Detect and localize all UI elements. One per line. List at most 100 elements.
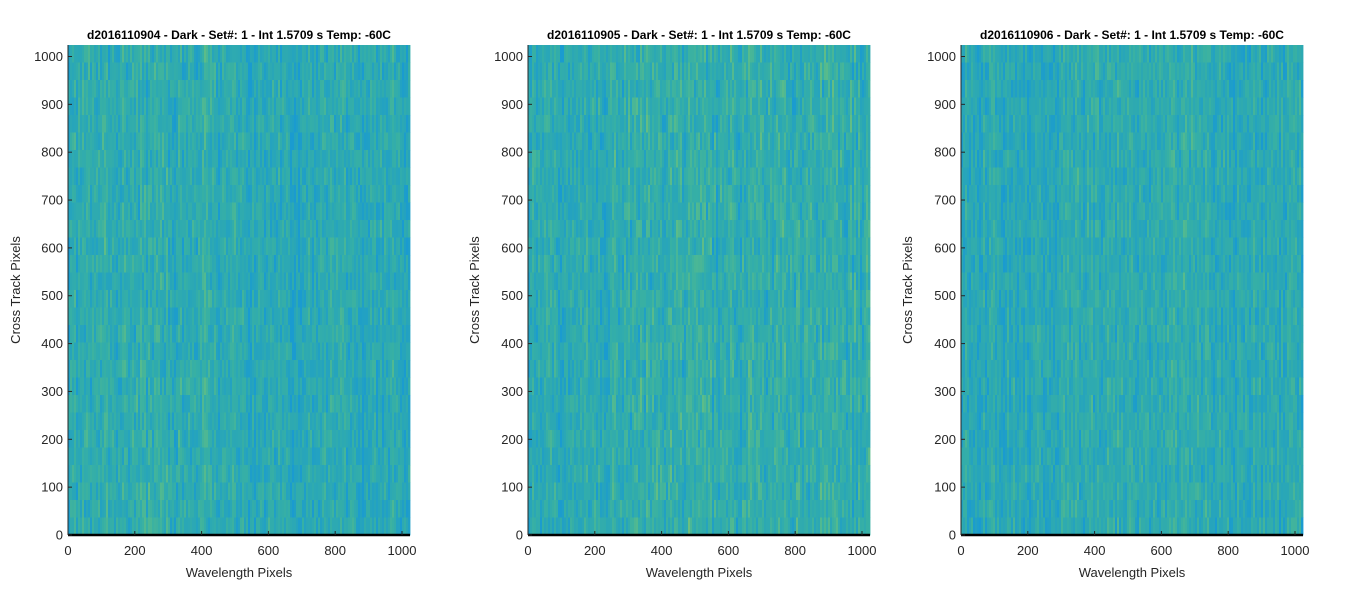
heatmap-cell (268, 202, 271, 221)
heatmap-cell (188, 482, 191, 501)
heatmap-cell (194, 255, 197, 273)
heatmap-cell (342, 185, 345, 203)
heatmap-cell (358, 500, 361, 518)
heatmap-cell (234, 202, 237, 221)
heatmap-cell (376, 115, 379, 133)
heatmap-cell (310, 307, 313, 326)
heatmap-cell (230, 430, 233, 448)
heatmap-cell (116, 150, 119, 168)
heatmap-cell (350, 500, 353, 518)
heatmap-cell (378, 167, 381, 186)
heatmap-cell (186, 447, 189, 466)
heatmap-cell (134, 202, 137, 221)
heatmap-cell (338, 342, 341, 361)
heatmap-cell (314, 517, 317, 536)
heatmap-cell (304, 62, 307, 81)
heatmap-cell (384, 202, 387, 221)
heatmap-cell (392, 62, 395, 81)
heatmap-cell (158, 430, 161, 448)
heatmap-cell (98, 465, 101, 483)
heatmap-cell (244, 377, 247, 396)
heatmap-cell (270, 115, 273, 133)
heatmap-cell (318, 342, 321, 361)
heatmap-cell (238, 447, 241, 466)
heatmap-cell (530, 237, 533, 256)
heatmap-cell (212, 325, 215, 343)
heatmap-cell (168, 500, 171, 518)
heatmap-cell (232, 342, 235, 361)
heatmap-cell (350, 132, 353, 151)
heatmap-cell (130, 150, 133, 168)
heatmap-cell (252, 500, 255, 518)
heatmap-cell (244, 500, 247, 518)
heatmap-cell (158, 465, 161, 483)
heatmap-cell (214, 62, 217, 81)
heatmap-cell (122, 517, 125, 536)
heatmap-cell (270, 482, 273, 501)
heatmap-cell (158, 220, 161, 238)
heatmap-cell (262, 500, 265, 518)
heatmap-cell (116, 395, 119, 413)
heatmap-cell (336, 342, 339, 361)
heatmap-cell (238, 325, 241, 343)
heatmap-cell (534, 45, 537, 63)
heatmap-cell (354, 272, 357, 291)
heatmap-cell (96, 307, 99, 326)
heatmap-cell (256, 202, 259, 221)
heatmap-cell (100, 220, 103, 238)
heatmap-cell (108, 290, 111, 308)
heatmap-cell (352, 465, 355, 483)
heatmap-cell (192, 307, 195, 326)
heatmap-cell (342, 465, 345, 483)
heatmap-cell (354, 150, 357, 168)
heatmap-cell (250, 150, 253, 168)
heatmap-cell (218, 272, 221, 291)
heatmap-cell (138, 272, 141, 291)
heatmap-cell (208, 377, 211, 396)
heatmap-cell (74, 202, 77, 221)
heatmap-cell (122, 132, 125, 151)
heatmap-cell (106, 360, 109, 378)
heatmap-cell (298, 80, 301, 98)
heatmap-image (68, 45, 411, 536)
heatmap-cell (214, 220, 217, 238)
heatmap-cell (134, 482, 137, 501)
heatmap-cell (250, 360, 253, 378)
heatmap-cell (280, 237, 283, 256)
heatmap-cell (146, 115, 149, 133)
heatmap-cell (248, 482, 251, 501)
heatmap-cell (326, 272, 329, 291)
heatmap-cell (184, 45, 187, 63)
heatmap-cell (386, 97, 389, 116)
heatmap-cell (204, 237, 207, 256)
heatmap-cell (266, 430, 269, 448)
heatmap-cell (352, 500, 355, 518)
heatmap-cell (368, 62, 371, 81)
heatmap-cell (314, 202, 317, 221)
heatmap-cell (88, 255, 91, 273)
heatmap-cell (402, 307, 405, 326)
heatmap-cell (320, 45, 323, 63)
heatmap-cell (200, 132, 203, 151)
heatmap-cell (258, 202, 261, 221)
heatmap-cell (170, 115, 173, 133)
heatmap-cell (312, 447, 315, 466)
heatmap-cell (364, 290, 367, 308)
heatmap-cell (348, 272, 351, 291)
heatmap-cell (162, 62, 165, 81)
heatmap-cell (322, 307, 325, 326)
heatmap-cell (226, 290, 229, 308)
heatmap-cell (128, 465, 131, 483)
heatmap-cell (182, 167, 185, 186)
heatmap-cell (396, 447, 399, 466)
heatmap-cell (116, 167, 119, 186)
heatmap-cell (378, 80, 381, 98)
heatmap-cell (380, 500, 383, 518)
heatmap-cell (92, 62, 95, 81)
heatmap-cell (194, 412, 197, 431)
heatmap-cell (240, 202, 243, 221)
heatmap-cell (126, 377, 129, 396)
heatmap-cell (164, 220, 167, 238)
heatmap-cell (256, 500, 259, 518)
heatmap-cell (356, 307, 359, 326)
